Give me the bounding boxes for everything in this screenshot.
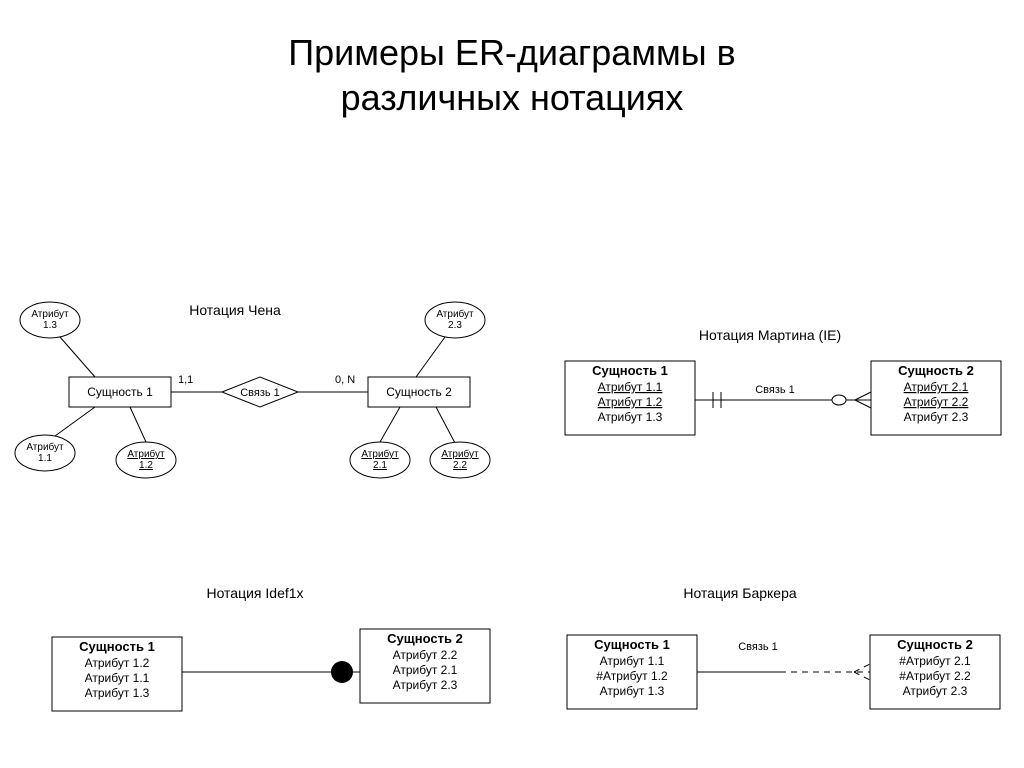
svg-text:2.2: 2.2 xyxy=(453,460,467,471)
svg-text:1.3: 1.3 xyxy=(43,320,57,331)
svg-text:Атрибут 1.3: Атрибут 1.3 xyxy=(85,686,150,700)
svg-text:Сущность 2: Сущность 2 xyxy=(386,385,452,399)
svg-text:Нотация Чена: Нотация Чена xyxy=(189,302,281,318)
svg-text:Нотация Баркера: Нотация Баркера xyxy=(683,585,797,601)
svg-text:Связь 1: Связь 1 xyxy=(755,384,795,396)
svg-text:Атрибут: Атрибут xyxy=(441,448,479,460)
svg-text:Атрибут: Атрибут xyxy=(361,448,399,460)
svg-text:1.2: 1.2 xyxy=(139,460,153,471)
svg-text:Сущность 2: Сущность 2 xyxy=(898,363,974,378)
svg-text:Связь 1: Связь 1 xyxy=(240,387,280,399)
svg-text:Атрибут 1.1: Атрибут 1.1 xyxy=(85,671,150,685)
svg-text:Сущность 2: Сущность 2 xyxy=(897,637,973,652)
svg-text:Атрибут: Атрибут xyxy=(436,308,474,320)
page-title: Примеры ER-диаграммы в различных нотация… xyxy=(0,0,1024,120)
svg-text:Атрибут 2.3: Атрибут 2.3 xyxy=(393,678,458,692)
svg-text:1.1: 1.1 xyxy=(38,453,52,464)
svg-text:Атрибут: Атрибут xyxy=(127,448,165,460)
svg-text:Сущность 2: Сущность 2 xyxy=(387,631,463,646)
svg-text:Атрибут 1.1: Атрибут 1.1 xyxy=(598,380,663,394)
svg-text:Атрибут 2.2: Атрибут 2.2 xyxy=(904,395,969,409)
svg-text:0, N: 0, N xyxy=(335,374,355,386)
svg-text:Сущность 1: Сущность 1 xyxy=(79,639,155,654)
svg-text:Сущность 1: Сущность 1 xyxy=(592,363,668,378)
svg-text:2.3: 2.3 xyxy=(448,320,462,331)
svg-text:2.1: 2.1 xyxy=(373,460,387,471)
svg-text:Атрибут 1.2: Атрибут 1.2 xyxy=(598,395,663,409)
svg-text:Нотация Мартина (IE): Нотация Мартина (IE) xyxy=(699,327,841,343)
svg-text:Атрибут 1.2: Атрибут 1.2 xyxy=(85,656,150,670)
svg-text:Атрибут 2.3: Атрибут 2.3 xyxy=(903,684,968,698)
title-line2: различных нотациях xyxy=(341,77,684,118)
svg-text:Атрибут 1.3: Атрибут 1.3 xyxy=(598,410,663,424)
svg-text:Сущность 1: Сущность 1 xyxy=(87,385,153,399)
svg-text:Связь 1: Связь 1 xyxy=(738,641,778,653)
svg-text:Нотация Idef1x: Нотация Idef1x xyxy=(206,585,303,601)
svg-text:#Атрибут 2.1: #Атрибут 2.1 xyxy=(899,654,971,668)
svg-text:Атрибут 1.3: Атрибут 1.3 xyxy=(600,684,665,698)
svg-text:Атрибут 2.2: Атрибут 2.2 xyxy=(393,648,458,662)
svg-text:Атрибут: Атрибут xyxy=(26,441,64,453)
title-line1: Примеры ER-диаграммы в xyxy=(288,32,736,73)
svg-text:Атрибут 2.1: Атрибут 2.1 xyxy=(904,380,969,394)
svg-text:#Атрибут 2.2: #Атрибут 2.2 xyxy=(899,669,971,683)
svg-text:Атрибут: Атрибут xyxy=(31,308,69,320)
diagram-canvas: Нотация Чена Сущность 1 Сущность 2 Связь 1 1… xyxy=(0,120,1024,760)
svg-text:1,1: 1,1 xyxy=(178,374,193,386)
svg-text:Сущность 1: Сущность 1 xyxy=(594,637,670,652)
svg-text:Атрибут 1.1: Атрибут 1.1 xyxy=(600,654,665,668)
svg-text:#Атрибут 1.2: #Атрибут 1.2 xyxy=(596,669,668,683)
svg-text:Атрибут 2.3: Атрибут 2.3 xyxy=(904,410,969,424)
svg-text:Атрибут 2.1: Атрибут 2.1 xyxy=(393,663,458,677)
